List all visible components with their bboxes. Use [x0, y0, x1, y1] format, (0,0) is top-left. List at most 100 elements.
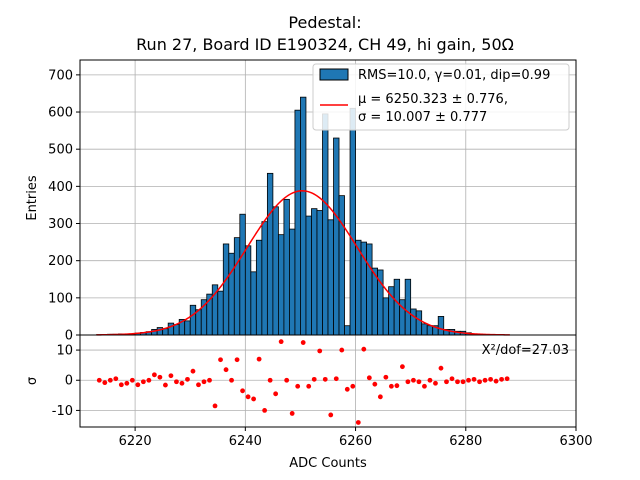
histogram-bar	[228, 252, 235, 336]
residual-point	[245, 394, 251, 400]
residual-point	[207, 377, 212, 383]
histogram-bar	[355, 239, 362, 336]
residual-point	[223, 367, 229, 373]
residual-point	[118, 382, 124, 388]
residual-point	[504, 376, 510, 382]
residual-point	[477, 379, 482, 385]
residual-point	[140, 379, 146, 385]
histogram-bar	[272, 206, 279, 336]
histogram-bar	[167, 322, 175, 336]
residual-point	[460, 379, 466, 385]
residual-point	[278, 339, 284, 345]
chart-title: Pedestal:	[288, 13, 361, 32]
residual-point	[201, 379, 207, 385]
residual-point	[328, 412, 334, 418]
histogram-bar	[294, 109, 301, 336]
residual-point	[361, 346, 367, 352]
chart-subtitle: Run 27, Board ID E190324, CH 49, hi gain…	[136, 35, 514, 54]
histogram-bar	[327, 219, 334, 336]
residual-point	[168, 373, 174, 379]
residual-point	[400, 364, 405, 370]
residual-point	[267, 377, 273, 383]
legend: RMS=10.0, γ=0.01, dip=0.99 μ = 6250.323 …	[312, 63, 570, 131]
histogram-bar	[195, 309, 202, 336]
y-tick-label: 500	[48, 143, 73, 158]
residual-point	[185, 376, 190, 382]
histogram-bar	[184, 320, 191, 336]
residual-point	[433, 380, 438, 386]
residual-point	[152, 372, 157, 378]
residual-point	[471, 376, 477, 382]
residual-point	[405, 379, 411, 385]
y-tick-label: 0	[65, 329, 73, 344]
residual-point	[388, 383, 394, 389]
histogram-bar	[239, 213, 246, 336]
gaussian-fit-curve	[96, 190, 510, 336]
residual-point	[179, 380, 185, 386]
x-axis-ticks: 6220 6240 6260 6280 6300	[119, 427, 593, 449]
chi2-annotation: X²/dof=27.03	[482, 343, 569, 358]
residual-point	[174, 379, 179, 385]
y-tick-label: 300	[48, 217, 73, 232]
residual-point	[124, 380, 130, 386]
residual-point	[416, 379, 422, 385]
histogram-bar	[421, 323, 428, 336]
histogram-bar	[217, 290, 224, 336]
residual-point	[344, 386, 350, 392]
histogram-bar	[344, 325, 351, 336]
histogram-bar	[366, 243, 373, 336]
x-axis-label: ADC Counts	[289, 456, 367, 471]
residual-point	[262, 408, 268, 413]
histogram-bar	[300, 96, 307, 336]
residuals-panel: -10 0 10 6220 6240 6260 6280 6300 σ ADC Counts…	[25, 334, 593, 471]
legend-fit-label-sigma: σ = 10.007 ± 0.777	[358, 110, 487, 125]
residual-point	[488, 376, 493, 382]
y-tick-label: 400	[48, 180, 73, 195]
x-tick-label: 6260	[339, 434, 372, 449]
residual-point	[383, 374, 389, 380]
histogram-bar	[189, 304, 197, 336]
residual-point	[444, 379, 449, 385]
histogram-bar	[173, 324, 180, 336]
residuals-frame	[79, 334, 577, 428]
residual-point	[394, 383, 400, 389]
residual-point	[355, 420, 361, 425]
histogram-bar	[311, 208, 318, 336]
histogram-bar	[289, 228, 296, 336]
residual-point	[129, 377, 135, 383]
residual-point	[190, 368, 196, 374]
residual-point	[427, 377, 433, 383]
histogram-bars	[96, 96, 505, 336]
legend-histogram-label: RMS=10.0, γ=0.01, dip=0.99	[358, 68, 550, 83]
residual-points	[96, 339, 510, 425]
histogram-panel: 0 100 200 300 400 500 600 700 Entries RMS=10.0,…	[25, 59, 577, 344]
histogram-bar	[244, 245, 252, 336]
histogram-bar	[426, 325, 434, 336]
residual-point	[234, 357, 240, 363]
histogram-bar	[338, 195, 345, 336]
histogram-bar	[266, 172, 274, 336]
residual-point	[256, 356, 262, 362]
residual-point	[333, 376, 339, 382]
histogram-bar	[277, 234, 285, 336]
residual-point	[135, 382, 141, 388]
histogram-y-axis-label: Entries	[25, 175, 40, 221]
residual-point	[157, 374, 163, 380]
residual-point	[466, 377, 471, 383]
histogram-bar	[222, 243, 230, 336]
residual-point	[366, 375, 372, 381]
residual-point	[196, 382, 201, 388]
residual-point	[107, 377, 113, 383]
x-tick-label: 6280	[449, 434, 482, 449]
residual-point	[438, 365, 444, 371]
y-tick-label: 10	[56, 344, 73, 359]
residual-point	[113, 376, 119, 382]
y-tick-label: 200	[48, 254, 73, 269]
y-tick-label: 0	[65, 374, 73, 389]
residual-point	[251, 396, 256, 402]
histogram-bar	[415, 310, 423, 336]
legend-box	[312, 63, 570, 131]
x-tick-label: 6220	[119, 434, 152, 449]
histogram-bar	[305, 215, 312, 336]
residual-point	[377, 394, 383, 400]
